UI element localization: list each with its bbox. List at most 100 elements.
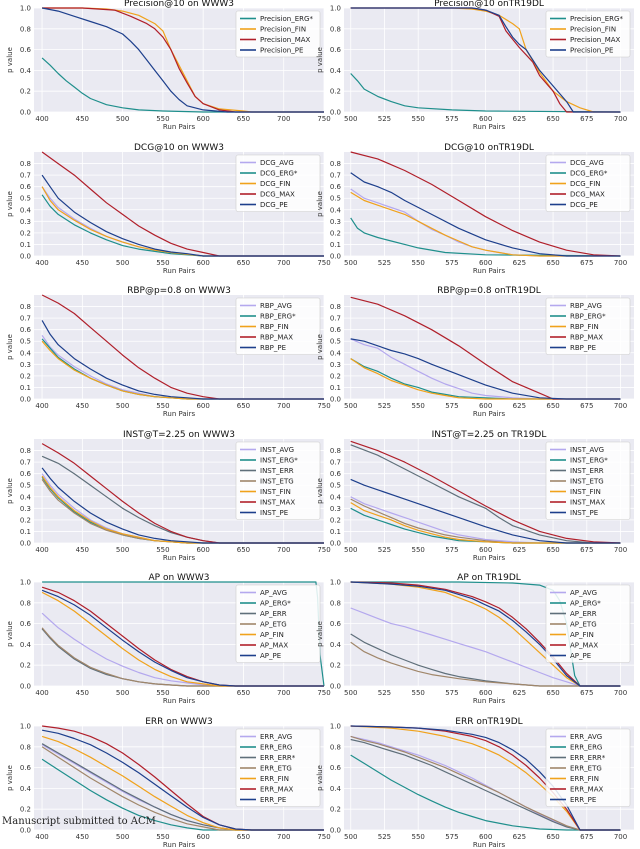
y-tick-label: 0.7	[20, 172, 31, 180]
y-tick-label: 0.4	[330, 67, 342, 75]
y-tick-label: 0.2	[330, 662, 341, 670]
y-tick-label: 1.0	[20, 723, 31, 731]
series-line-pe	[41, 174, 324, 257]
chart-title: Precision@10 on WWW3	[124, 0, 234, 9]
legend-entry: ERR_FIN	[260, 775, 289, 783]
series-line-etg	[350, 735, 621, 831]
x-tick-label: 550	[411, 689, 424, 697]
y-tick-label: 0.0	[20, 253, 31, 261]
y-tick-label: 0.0	[330, 827, 341, 835]
y-tick-label: 0.4	[20, 641, 32, 649]
x-tick-label: 500	[344, 689, 357, 697]
y-tick-label: 0.1	[330, 528, 341, 536]
y-tick-label: 0.2	[20, 662, 31, 670]
series-line-fin	[350, 191, 621, 257]
legend-entry: AP_ETG	[260, 621, 287, 629]
y-tick-label: 0.4	[330, 206, 342, 214]
x-tick-label: 700	[277, 689, 290, 697]
x-tick-label: 750	[317, 259, 330, 267]
y-tick-label: 1.0	[330, 5, 341, 13]
chart-title: INST@T=2.25 on WWW3	[123, 430, 235, 440]
y-tick-label: 0.6	[330, 46, 342, 54]
legend-entry: ERR_ERR*	[260, 754, 296, 762]
x-tick-label: 575	[445, 115, 458, 123]
x-tick-label: 700	[614, 833, 627, 841]
legend-entry: INST_FIN	[260, 488, 291, 496]
x-tick-label: 650	[237, 259, 250, 267]
x-tick-label: 600	[196, 259, 209, 267]
x-tick-label: 675	[580, 115, 593, 123]
y-tick-label: 0.2	[330, 88, 341, 96]
y-tick-label: 0.4	[330, 349, 342, 357]
x-tick-label: 650	[546, 115, 559, 123]
x-tick-label: 700	[277, 546, 290, 554]
legend-entry: INST_ERR	[260, 467, 294, 475]
legend-entry: DCG_MAX	[570, 191, 605, 199]
legend-entry: Precision_MAX	[570, 36, 621, 44]
y-tick-label: 0.0	[20, 396, 31, 404]
x-tick-label: 525	[378, 833, 391, 841]
subplot-6: 0.0 0.1 0.2 0.3 0.4 0.5 0.6 0.7 0.8 500 525 550 575 6…	[316, 286, 634, 418]
x-tick-label: 700	[614, 689, 627, 697]
y-tick-label: 0.4	[330, 641, 342, 649]
y-tick-label: 0.6	[330, 183, 342, 191]
series-line-max	[42, 7, 324, 113]
legend-entry: INST_MAX	[260, 499, 295, 507]
x-tick-label: 700	[614, 259, 627, 267]
legend-entry: Precision_MAX	[260, 36, 311, 44]
series-line-err	[350, 444, 621, 544]
legend-entry: DCG_AVG	[260, 159, 294, 167]
y-tick-label: 0.4	[330, 493, 342, 501]
chart-title: ERR onTR19DL	[455, 717, 522, 727]
y-tick-label: 0.8	[20, 599, 31, 607]
y-axis-label: p value	[316, 334, 324, 360]
series-line-etg	[350, 641, 621, 687]
y-axis-label: p value	[316, 478, 324, 504]
x-tick-label: 625	[513, 402, 526, 410]
series-line-pe	[41, 729, 324, 831]
series-line-fin	[41, 735, 324, 831]
series-line-pe	[41, 320, 324, 400]
y-tick-label: 0.0	[330, 683, 341, 691]
y-tick-label: 0.8	[20, 25, 31, 33]
legend-entry: AP_AVG	[260, 589, 287, 597]
y-tick-label: 0.6	[20, 764, 32, 772]
chart-title: DCG@10 on WWW3	[134, 143, 224, 153]
legend-entry: DCG_ERG*	[260, 170, 298, 178]
x-axis-label: Run Pairs	[473, 841, 506, 849]
y-tick-label: 0.3	[330, 505, 341, 513]
series-line-etg	[350, 498, 621, 544]
y-tick-label: 0.5	[330, 195, 341, 203]
series-line-erg	[350, 217, 621, 257]
x-tick-label: 550	[411, 259, 424, 267]
y-tick-label: 0.4	[20, 493, 32, 501]
legend-entry: INST_ERG*	[260, 457, 298, 465]
x-tick-label: 700	[277, 115, 290, 123]
x-tick-label: 550	[156, 689, 169, 697]
x-tick-label: 400	[35, 402, 48, 410]
series-line-pe	[350, 172, 621, 257]
y-tick-label: 0.2	[330, 372, 341, 380]
legend-entry: DCG_PE	[260, 201, 288, 209]
x-tick-label: 625	[513, 115, 526, 123]
x-tick-label: 650	[546, 833, 559, 841]
x-tick-label: 575	[445, 546, 458, 554]
series-line-erg	[350, 358, 621, 400]
x-tick-label: 600	[479, 115, 492, 123]
legend-entry: RBP_ERG*	[260, 313, 296, 321]
y-tick-label: 0.4	[330, 785, 342, 793]
legend-entry: ERR_ERG	[570, 744, 602, 752]
y-tick-label: 1.0	[330, 579, 341, 587]
legend-entry: ERR_PE	[570, 796, 596, 804]
x-tick-label: 625	[513, 259, 526, 267]
x-tick-label: 550	[411, 546, 424, 554]
x-tick-label: 600	[196, 546, 209, 554]
y-tick-label: 0.3	[20, 218, 31, 226]
y-tick-label: 0.8	[20, 447, 31, 455]
x-tick-label: 700	[614, 402, 627, 410]
series-line-max	[350, 296, 621, 400]
legend-entry: INST_ERG*	[570, 457, 608, 465]
series-line-pe	[350, 338, 621, 400]
x-tick-label: 675	[580, 402, 593, 410]
x-tick-label: 450	[76, 546, 89, 554]
